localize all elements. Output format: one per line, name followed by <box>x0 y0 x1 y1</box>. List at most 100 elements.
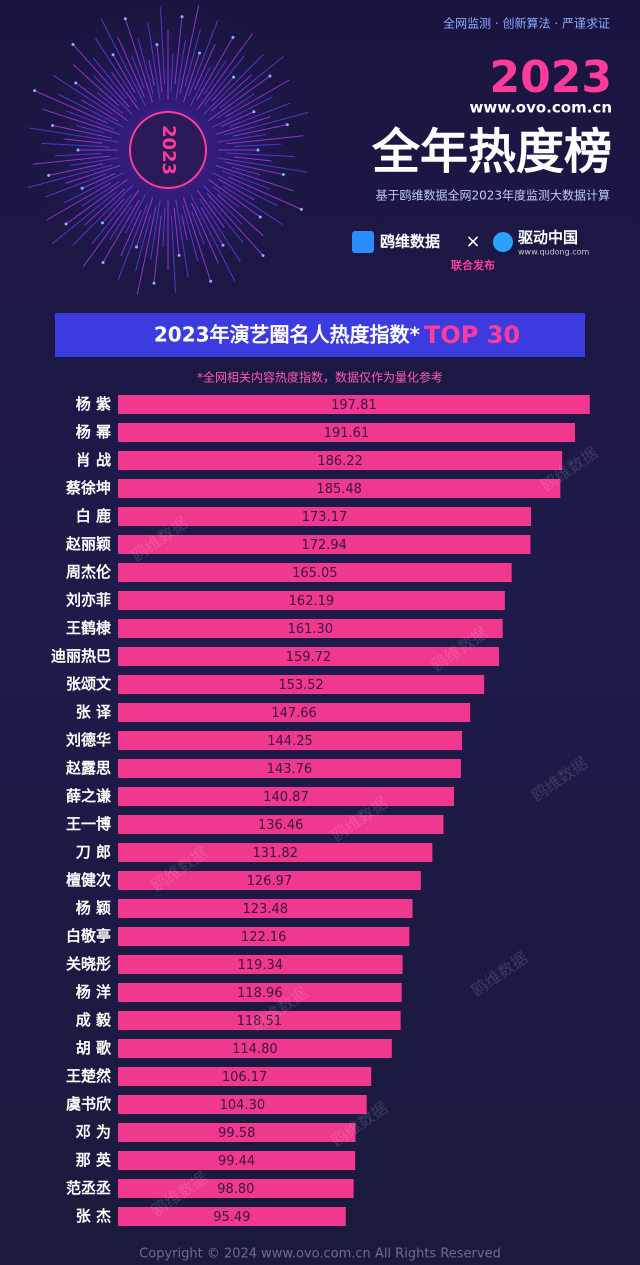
ray <box>210 74 252 112</box>
ray <box>191 211 205 245</box>
ray <box>229 102 291 127</box>
bar <box>118 1179 354 1198</box>
ray <box>204 55 245 106</box>
ray <box>231 166 260 176</box>
category-label: 杨 紫 <box>76 395 111 413</box>
category-label: 胡 歌 <box>76 1039 112 1057</box>
ray <box>42 108 121 136</box>
ray <box>76 124 105 134</box>
dot <box>268 74 272 78</box>
ray <box>228 176 302 210</box>
category-label: 成 毅 <box>76 1011 112 1029</box>
ray <box>81 181 120 207</box>
ray <box>174 16 183 85</box>
ray <box>111 72 140 110</box>
value-label: 136.46 <box>258 818 304 833</box>
ray <box>135 213 152 271</box>
bar <box>118 703 471 722</box>
ray <box>215 116 271 136</box>
ray <box>51 191 118 245</box>
dot <box>256 148 260 152</box>
note: *全网相关内容热度指数，数据仅作为量化参考 <box>197 370 443 385</box>
bar <box>118 619 503 638</box>
ray <box>136 197 154 248</box>
ray <box>147 22 161 101</box>
ray <box>160 7 166 85</box>
category-label: 杨 洋 <box>76 983 111 1001</box>
bar <box>118 815 444 834</box>
category-label: 刘亦菲 <box>66 591 111 609</box>
ray <box>196 37 234 101</box>
ray <box>184 29 201 87</box>
ray <box>82 190 140 267</box>
value-label: 126.97 <box>247 874 293 889</box>
ray <box>150 199 161 260</box>
dot <box>252 110 256 114</box>
value-label: 118.96 <box>237 986 283 1001</box>
ray <box>212 96 273 128</box>
ray <box>217 178 255 201</box>
dot <box>299 207 303 211</box>
ray <box>200 206 224 246</box>
ray <box>224 79 290 118</box>
ray <box>52 74 113 115</box>
sunburst <box>27 5 309 295</box>
ray <box>46 182 112 221</box>
ray <box>92 57 127 100</box>
dot <box>64 222 68 226</box>
category-label: 赵丽颖 <box>65 535 111 553</box>
ray <box>81 99 119 122</box>
dot <box>152 281 156 285</box>
ray <box>173 207 180 256</box>
subtitle: 基于鸥维数据全网2023年度监测大数据计算 <box>375 188 610 203</box>
bar <box>118 871 421 890</box>
bar <box>118 563 512 582</box>
dot <box>258 215 262 219</box>
value-label: 153.52 <box>278 678 324 693</box>
category-label: 王鹤棣 <box>66 619 111 637</box>
bar <box>118 1123 356 1142</box>
dot <box>71 42 75 46</box>
category-label: 张 杰 <box>76 1207 111 1225</box>
bar <box>118 647 499 666</box>
value-label: 118.51 <box>237 1014 283 1029</box>
ray <box>190 194 236 282</box>
dot <box>80 186 84 190</box>
value-label: 197.81 <box>331 398 377 413</box>
bar <box>118 675 485 694</box>
bar <box>118 395 590 414</box>
value-label: 173.17 <box>302 510 348 525</box>
ray <box>216 93 255 119</box>
dot <box>33 89 37 93</box>
ray <box>175 40 186 101</box>
category-label: 周杰伦 <box>66 563 112 581</box>
ray <box>52 124 112 139</box>
ray <box>84 188 126 226</box>
bar <box>118 1067 372 1086</box>
value-label: 119.34 <box>238 958 284 973</box>
value-label: 122.16 <box>241 930 287 945</box>
bar <box>118 1151 356 1170</box>
category-label: 关晓彤 <box>66 955 111 973</box>
ray <box>175 199 189 278</box>
slogan: 全网监测 · 创新算法 · 严谨求证 <box>443 16 610 31</box>
ray <box>72 63 120 107</box>
bars: 杨 紫 197.81 杨 幂 191.61 肖 战 186.22 蔡徐坤 185.48 白 鹿 1… <box>51 395 590 1226</box>
bar <box>118 899 413 918</box>
partner2-site: www.qudong.com <box>518 248 590 257</box>
ray <box>34 90 108 124</box>
ray <box>233 156 272 162</box>
dot <box>180 15 184 19</box>
ray <box>209 200 244 243</box>
value-label: 123.48 <box>242 902 288 917</box>
value-label: 186.22 <box>317 454 363 469</box>
value-label: 106.17 <box>222 1070 268 1085</box>
dot <box>155 43 159 47</box>
ray <box>125 194 146 234</box>
ray <box>233 143 281 148</box>
value-label: 99.44 <box>218 1154 255 1169</box>
bar <box>118 955 403 974</box>
value-label: 165.05 <box>292 566 338 581</box>
value-label: 140.87 <box>263 790 309 805</box>
